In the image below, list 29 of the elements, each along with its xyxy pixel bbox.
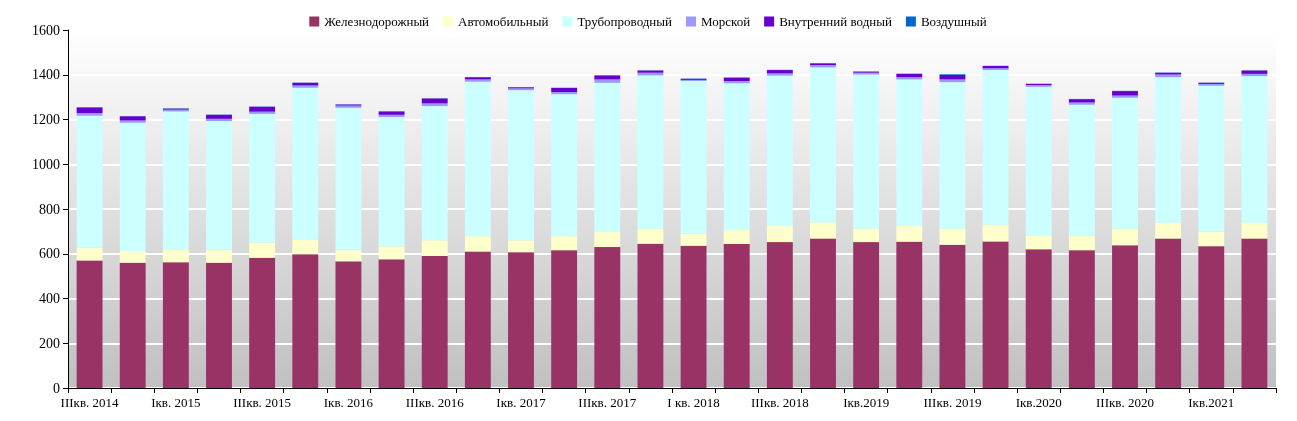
x-tick-label: IIIкв. 2016 <box>405 395 465 410</box>
x-tick-label: IIIкв. 2015 <box>233 395 292 410</box>
x-tick-label: IIIкв. 2019 <box>923 395 982 410</box>
x-tick-label: Iкв. 2016 <box>323 395 374 410</box>
y-tick-label: 1600 <box>32 22 60 38</box>
legend-label: Внутренний водный <box>779 14 892 29</box>
x-tick-label: I кв. 2018 <box>667 395 720 410</box>
x-tick-label: Iкв.2019 <box>843 395 890 410</box>
y-tick-label: 600 <box>39 246 60 262</box>
y-tick-label: 0 <box>53 380 60 396</box>
x-tick-label: IIIкв. 2014 <box>60 395 120 410</box>
y-tick-label: 200 <box>39 335 60 351</box>
x-tick-label: IIIкв. 2017 <box>578 395 637 410</box>
y-tick-label: 1200 <box>32 112 60 127</box>
x-tick-label: Iкв. 2017 <box>496 395 547 410</box>
legend-label: Морской <box>701 14 751 29</box>
y-tick-label: 1400 <box>32 67 60 83</box>
x-tick-label: IIIкв. 2018 <box>750 395 809 410</box>
legend-label: Железнодорожный <box>324 14 430 29</box>
x-tick-label: IIIкв. 2020 <box>1096 395 1154 410</box>
y-tick-label: 400 <box>39 291 60 306</box>
legend-label: Трубопроводный <box>577 14 673 29</box>
x-tick-label: Iкв.2020 <box>1015 395 1062 410</box>
legend-label: Воздушный <box>920 14 987 29</box>
legend-label: Автомобильный <box>458 14 549 29</box>
y-tick-label: 800 <box>39 201 60 217</box>
y-tick-label: 1000 <box>32 156 60 172</box>
x-tick-label: Iкв. 2015 <box>151 395 201 410</box>
x-tick-label: Iкв.2021 <box>1188 395 1235 410</box>
